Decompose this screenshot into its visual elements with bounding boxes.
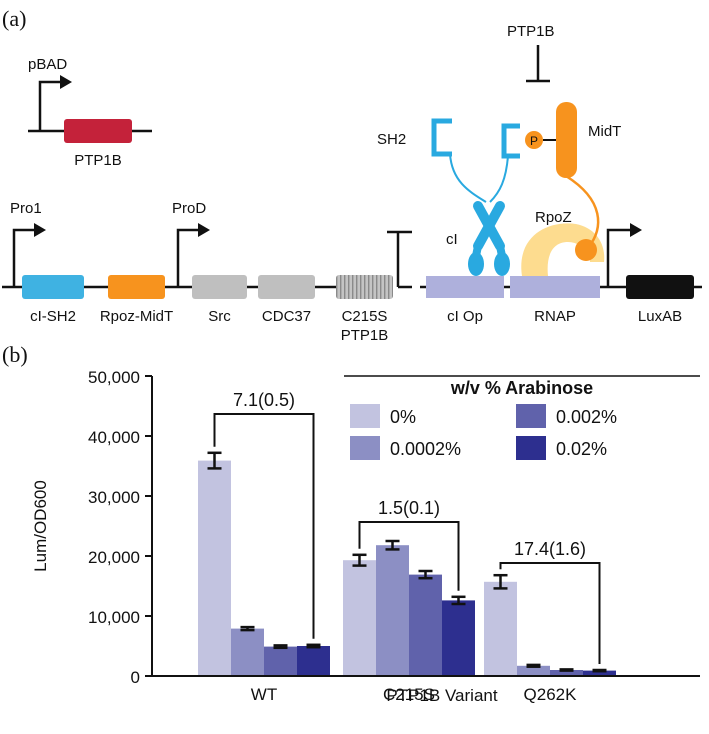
sh2-label: SH2: [377, 131, 406, 148]
lux-promoter-arrow: [606, 228, 632, 287]
ci-operator-site: [426, 276, 504, 298]
operon-gene-label-2: Src: [208, 308, 231, 325]
legend-swatch-1: [350, 436, 380, 460]
y-tick-label: 20,000: [88, 548, 140, 567]
bar-C215S-3: [442, 600, 475, 676]
bar-C215S-2: [409, 574, 442, 676]
ci-op-label: cI Op: [447, 308, 483, 325]
x-tick-label-WT: WT: [251, 685, 277, 704]
bar-C215S-1: [376, 545, 409, 676]
luxab-gene: [626, 275, 694, 299]
midt-label: MidT: [588, 123, 621, 140]
lux-arrow-head: [630, 223, 642, 237]
rnap-label: RNAP: [534, 308, 576, 325]
legend-label-1: 0.0002%: [390, 439, 461, 459]
midt-shape: [556, 102, 577, 178]
y-tick-label: 10,000: [88, 608, 140, 627]
prod-label: ProD: [172, 200, 206, 217]
operon-gene-0: [22, 275, 84, 299]
legend-swatch-2: [516, 404, 546, 428]
pro1-arrow-head: [34, 223, 46, 237]
bar-chart: 0 10,000 20,000 30,000 40,000 50,000 7.1(0.5)…: [31, 368, 700, 705]
prod-promoter-arrow: [176, 228, 200, 287]
x-axis-label: PTP1B Variant: [386, 686, 497, 705]
legend-label-3: 0.02%: [556, 439, 607, 459]
operon-gene-label-1: Rpoz-MidT: [100, 308, 173, 325]
pro1-promoter-arrow: [12, 228, 36, 287]
bar-Q262K-1: [517, 665, 550, 676]
panel-a-label: (a): [2, 6, 26, 31]
prod-arrow-head: [198, 223, 210, 237]
phospho-circle: [525, 131, 543, 149]
legend-label-2: 0.002%: [556, 407, 617, 427]
reporter-mechanism: PTP1B P MidT SH2 cI Rp: [377, 23, 694, 325]
ptp1b-gene-label: PTP1B: [74, 152, 122, 169]
y-tick-label: 40,000: [88, 428, 140, 447]
operon-gene-3: [258, 275, 315, 299]
legend-swatch-0: [350, 404, 380, 428]
luxab-label: LuxAB: [638, 308, 682, 325]
operon-gene-label-3: CDC37: [262, 308, 311, 325]
bar-Q262K-2: [550, 670, 583, 676]
operon-gene-label2-4: PTP1B: [341, 327, 389, 344]
legend-title: w/v % Arabinose: [450, 378, 593, 398]
rpoz-label: RpoZ: [535, 209, 572, 226]
operon-gene-2: [192, 275, 247, 299]
bracket-Q262K: [499, 562, 601, 664]
y-tick-label: 50,000: [88, 368, 140, 387]
operon-gene-1: [108, 275, 165, 299]
bar-WT-3: [297, 646, 330, 676]
ci-label: cI: [446, 231, 458, 248]
ci-dimer: [468, 201, 510, 276]
ptp1b-gene: [64, 119, 132, 143]
rnap-site: [510, 276, 600, 298]
operon-gene-label-4: C215S: [342, 308, 388, 325]
sh2-left: [431, 118, 452, 157]
bracket-C215S: [358, 521, 460, 591]
operon-gene-label-0: cI-SH2: [30, 308, 76, 325]
ci-linker-left: [449, 153, 487, 203]
panel-b-label: (b): [2, 342, 28, 367]
bar-WT-2: [264, 646, 297, 676]
midt-tether: [565, 174, 600, 249]
bar-Q262K-0: [484, 581, 517, 676]
bracket-WT: [213, 413, 315, 639]
rpoz-shape: [521, 223, 605, 276]
pbad-label: pBAD: [28, 56, 67, 73]
pro1-label: Pro1: [10, 200, 42, 217]
rpoz-orange-dot: [575, 239, 597, 261]
x-tick-label-C215S: C215S: [383, 685, 435, 704]
legend: w/v % Arabinose 0% 0.0002% 0.002% 0.02%: [344, 375, 700, 460]
operon-gene-4: [336, 275, 393, 299]
y-axis-label: Lum/OD600: [31, 480, 50, 572]
y-tick-label: 30,000: [88, 488, 140, 507]
pbad-construct: pBAD PTP1B: [28, 56, 152, 169]
bar-WT-1: [231, 628, 264, 676]
bar-WT-0: [198, 460, 231, 676]
legend-label-0: 0%: [390, 407, 416, 427]
operon: Pro1 ProD cI-SH2 Rpoz-MidT Src CDC37 C215S PT…: [2, 200, 702, 344]
bar-C215S-0: [343, 560, 376, 676]
fold-change-label-C215S: 1.5(0.1): [378, 498, 440, 518]
sh2-right: [501, 123, 520, 159]
fold-change-label-WT: 7.1(0.5): [233, 390, 295, 410]
pbad-arrow-head: [60, 75, 72, 89]
y-tick-label: 0: [131, 668, 140, 687]
bar-Q262K-3: [583, 670, 616, 676]
legend-swatch-3: [516, 436, 546, 460]
phospho-label: P: [530, 134, 538, 148]
fold-change-label-Q262K: 17.4(1.6): [514, 539, 586, 559]
pbad-promoter-arrow: [38, 80, 62, 131]
ci-linker-right: [489, 155, 509, 203]
ptp1b-inhibitor-label: PTP1B: [507, 23, 555, 40]
x-tick-label-Q262K: Q262K: [524, 685, 578, 704]
